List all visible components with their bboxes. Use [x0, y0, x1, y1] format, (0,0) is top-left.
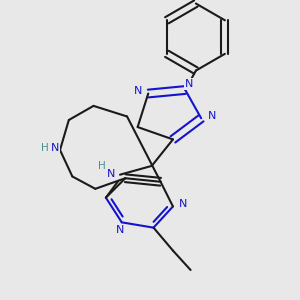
Text: N: N [134, 86, 142, 96]
Text: N: N [179, 199, 188, 208]
Text: N: N [208, 112, 217, 122]
Text: H: H [41, 143, 49, 153]
Text: H: H [98, 161, 106, 171]
Text: N: N [50, 143, 59, 153]
Text: N: N [185, 79, 194, 88]
Text: N: N [116, 225, 124, 235]
Text: N: N [107, 169, 116, 178]
